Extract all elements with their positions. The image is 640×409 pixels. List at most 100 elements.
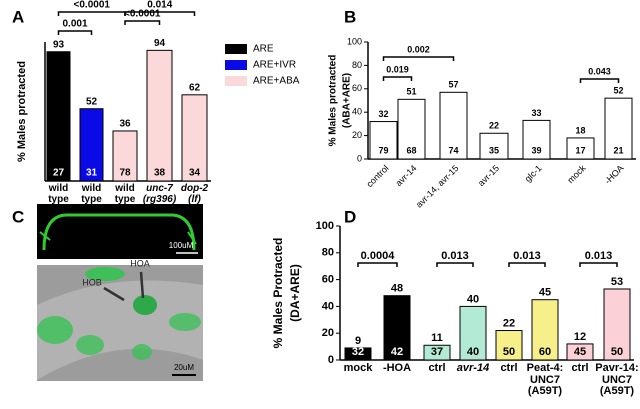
y-tick-label: 20 — [322, 327, 334, 339]
x-tick-label: ctrl — [428, 362, 446, 374]
significance-bracket — [436, 262, 474, 267]
n-label: 32 — [352, 346, 364, 358]
n-label: 60 — [539, 346, 551, 358]
value-label: 33 — [531, 108, 541, 118]
scale-label: 20uM — [174, 363, 194, 372]
value-label: 32 — [378, 109, 388, 119]
x-tick-label: ctrl — [500, 362, 518, 374]
bar — [369, 121, 398, 160]
y-tick-label: 0 — [328, 354, 334, 366]
legend-label: ARE+ABA — [253, 76, 300, 87]
significance-bracket — [579, 262, 618, 267]
y-tick-label: 100 — [347, 36, 362, 46]
y-axis-label: % Males protracted — [16, 61, 28, 162]
x-tick-label: wild type — [48, 183, 69, 205]
p-value: 0.013 — [585, 250, 613, 262]
cell — [37, 316, 73, 344]
n-label: 45 — [574, 346, 586, 358]
bar — [79, 108, 104, 182]
x-tick-label: Peat-4: UNC7 (A59T) — [526, 362, 564, 398]
significance-bracket — [508, 262, 546, 267]
micrograph: 100uM HOB HOA 20uM — [37, 204, 203, 381]
value-label: 94 — [154, 38, 166, 49]
x-tick-label: unc-7 (rg396) — [142, 183, 177, 205]
p-value: <0.0001 — [74, 0, 111, 11]
bar — [344, 347, 372, 361]
p-value: 0.043 — [588, 66, 611, 76]
value-label: 52 — [86, 96, 98, 107]
bar — [495, 330, 523, 361]
x-tick-label: ctrl — [571, 362, 589, 374]
bar — [459, 305, 487, 361]
n-label: 50 — [503, 346, 515, 358]
y-tick-label: 0 — [357, 153, 362, 163]
bar — [479, 132, 509, 160]
panel-label: B — [344, 7, 356, 26]
neuron-outline — [42, 213, 196, 251]
y-tick-label: 60 — [322, 274, 334, 286]
p-value: 0.0004 — [361, 250, 396, 262]
x-tick-label: dop-2 (lf) — [180, 183, 209, 205]
value-label: 93 — [53, 39, 65, 50]
tissue — [37, 280, 203, 380]
x-tick-label: wild type — [81, 183, 102, 205]
bar — [181, 94, 208, 182]
p-value: 0.019 — [386, 64, 409, 74]
n-label: 37 — [431, 346, 443, 358]
p-value: 0.001 — [62, 19, 87, 30]
n-label: 74 — [448, 145, 458, 155]
y-axis-label: % Males Protracted — [271, 238, 285, 349]
n-label: 68 — [406, 145, 416, 155]
cell-label: HOA — [130, 258, 150, 268]
x-tick-label: Pavr-14: UNC7 (A59T) — [595, 362, 639, 398]
significance-bracket — [124, 11, 196, 16]
value-label: 51 — [406, 87, 416, 97]
arrow — [139, 271, 145, 299]
bar — [566, 343, 594, 361]
y-tick-label: 80 — [352, 60, 362, 70]
cell — [85, 267, 125, 281]
neuron-outline — [39, 231, 197, 245]
n-label: 17 — [575, 145, 585, 155]
p-value: <0.0001 — [124, 9, 161, 20]
x-tick-label: avr-15 — [476, 163, 501, 188]
value-label: 22 — [503, 317, 515, 329]
y-tick-label: 60 — [352, 83, 362, 93]
cell — [132, 344, 152, 360]
n-label: 78 — [119, 168, 131, 179]
p-value: 0.013 — [441, 250, 469, 262]
n-label: 34 — [189, 168, 201, 179]
bar — [146, 49, 173, 182]
bar — [603, 288, 631, 361]
legend-swatch — [225, 76, 247, 86]
significance-bracket — [382, 76, 413, 81]
panel-label: D — [344, 207, 356, 226]
scale-label: 100uM — [169, 241, 194, 250]
value-label: 53 — [611, 276, 623, 288]
legend-swatch — [225, 44, 247, 54]
n-label: 79 — [378, 145, 388, 155]
n-label: 35 — [489, 145, 499, 155]
legend-label: ARE — [253, 44, 274, 55]
y-tick-label: 80 — [322, 247, 334, 259]
y-tick-label: 40 — [322, 300, 334, 312]
panel-label: C — [12, 207, 24, 226]
n-label: 42 — [391, 346, 403, 358]
y-tick-label: 40 — [352, 107, 362, 117]
x-tick-label: wild type — [114, 183, 136, 205]
bar — [439, 91, 468, 160]
value-label: 12 — [574, 331, 586, 343]
value-label: 18 — [575, 125, 585, 135]
value-label: 11 — [431, 332, 443, 344]
n-label: 39 — [531, 145, 541, 155]
cell — [169, 313, 201, 331]
n-label: 31 — [86, 168, 98, 179]
bar — [566, 137, 595, 160]
x-tick-label: control — [364, 163, 390, 189]
x-tick-label: avr-14 — [456, 362, 490, 374]
bar — [46, 51, 71, 182]
n-label: 21 — [613, 145, 623, 155]
significance-bracket — [382, 56, 455, 61]
arrow — [103, 286, 125, 302]
bar — [112, 130, 138, 182]
